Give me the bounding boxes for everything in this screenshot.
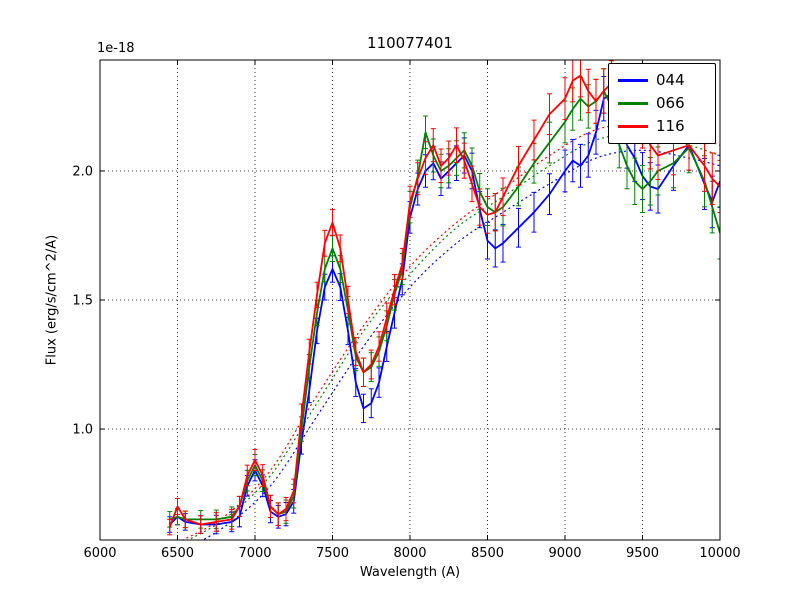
x-axis-label: Wavelength (A) [359, 565, 461, 580]
legend-item-066: 066 [609, 92, 715, 115]
x-tick-label: 7000 [238, 546, 271, 561]
legend-swatch [618, 102, 648, 105]
legend-item-044: 044 [609, 69, 715, 92]
legend-swatch [618, 79, 648, 82]
x-tick-label: 9500 [626, 546, 659, 561]
y-axis-offset-label: 1e-18 [97, 41, 135, 56]
x-tick-label: 10000 [699, 546, 740, 561]
legend-swatch [618, 125, 648, 128]
x-tick-label: 9000 [548, 546, 581, 561]
y-axis-label: Flux (erg/s/cm^2/A) [44, 234, 60, 366]
legend-label: 116 [656, 117, 685, 135]
y-tick-label: 1.0 [72, 423, 93, 438]
y-tick-label: 2.0 [72, 164, 93, 179]
x-tick-label: 7500 [316, 546, 349, 561]
legend: 044 066 116 [608, 63, 716, 144]
x-tick-label: 6500 [161, 546, 194, 561]
legend-label: 044 [656, 71, 685, 89]
chart-title: 110077401 [367, 34, 453, 52]
x-tick-label: 8000 [393, 546, 426, 561]
legend-label: 066 [656, 94, 685, 112]
x-tick-label: 8500 [471, 546, 504, 561]
x-tick-label: 6000 [83, 546, 116, 561]
y-tick-label: 1.5 [72, 294, 93, 309]
legend-item-116: 116 [609, 115, 715, 138]
